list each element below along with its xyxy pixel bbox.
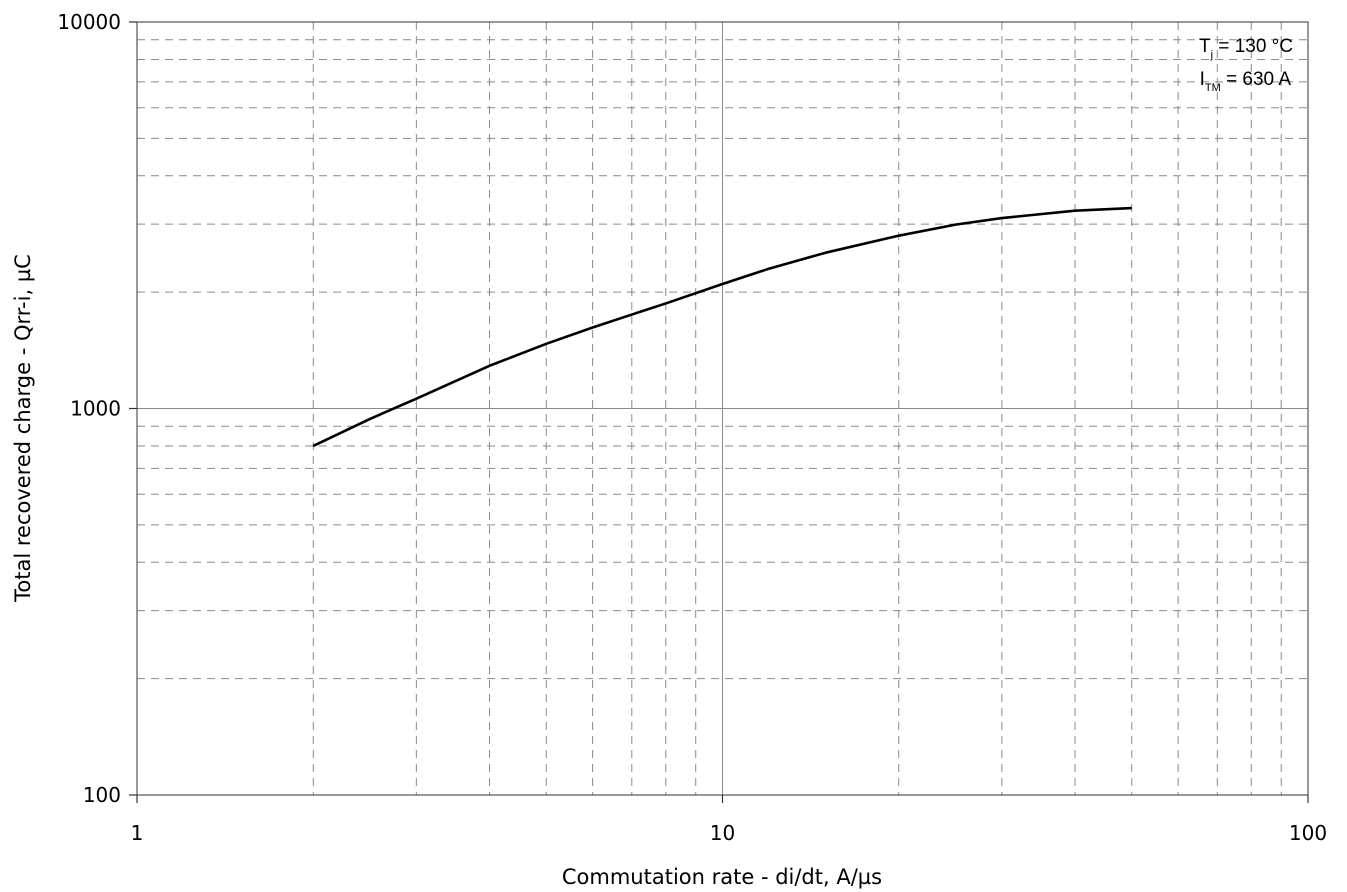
- series-line-0: [312, 206, 1132, 448]
- minor-grid: [137, 22, 1308, 795]
- annotation-itm: ITM = 630 A: [1200, 69, 1292, 94]
- y-tick-label: 1000: [70, 397, 121, 421]
- y-tick-label: 10000: [57, 10, 121, 34]
- y-axis-label: Total recovered charge - Qrr-i, µC: [11, 254, 35, 603]
- annotation-tj: Tj = 130 °C: [1199, 36, 1293, 61]
- major-grid: [137, 22, 1308, 795]
- x-axis-label: Commutation rate - di/dt, A/µs: [562, 865, 882, 889]
- tick-labels: 1 10 100 100 1000 10000: [57, 10, 1327, 845]
- axis-ticks: [129, 21, 1309, 803]
- x-tick-label: 10: [710, 821, 735, 845]
- x-tick-label: 1: [131, 821, 144, 845]
- y-tick-label: 100: [83, 783, 121, 807]
- series-layer: [312, 206, 1132, 448]
- x-tick-label: 100: [1289, 821, 1327, 845]
